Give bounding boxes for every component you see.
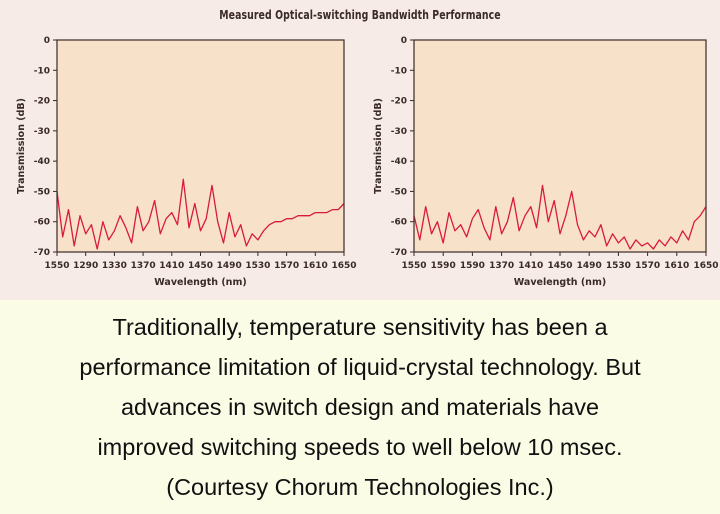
y-axis-label: Transmission (dB) xyxy=(373,98,384,194)
x-tick-label: 1450 xyxy=(547,261,572,271)
x-tick-label: 1650 xyxy=(693,261,718,271)
x-tick-label: 1490 xyxy=(217,261,242,271)
x-tick-label: 1570 xyxy=(635,261,660,271)
x-tick-label: 1530 xyxy=(606,261,631,271)
y-tick-label: -30 xyxy=(391,127,407,137)
y-tick-label: -20 xyxy=(34,97,50,107)
x-tick-label: 1570 xyxy=(274,261,299,271)
y-tick-label: -50 xyxy=(391,187,407,197)
y-tick-label: -70 xyxy=(391,248,407,258)
x-tick-label: 1590 xyxy=(460,261,485,271)
x-axis-label: Wavelength (nm) xyxy=(514,277,606,288)
x-tick-label: 1530 xyxy=(245,261,270,271)
plot-area xyxy=(414,40,706,252)
x-tick-label: 1370 xyxy=(489,261,514,271)
y-tick-label: -10 xyxy=(391,66,407,76)
y-tick-label: -50 xyxy=(34,187,50,197)
x-tick-label: 1370 xyxy=(131,261,156,271)
right-chart: 0 -10 -20 -30 -40 -50 -60 -70 1550 1590 1590 1370 14… xyxy=(373,36,719,288)
caption-line-4: improved switching speeds to well below … xyxy=(97,434,623,460)
figure-title: Measured Optical-switching Bandwidth Per… xyxy=(219,8,501,22)
x-tick-label: 1590 xyxy=(431,261,456,271)
y-axis-label: Transmission (dB) xyxy=(16,98,27,194)
y-tick-label: 0 xyxy=(401,36,407,46)
x-tick-label: 1330 xyxy=(102,261,127,271)
caption-line-3: advances in switch design and materials … xyxy=(120,394,600,420)
x-tick-label: 1610 xyxy=(303,261,328,271)
x-tick-label: 1650 xyxy=(331,261,356,271)
y-tick-label: -60 xyxy=(391,218,407,228)
y-tick-label: 0 xyxy=(44,36,50,46)
x-tick-label: 1410 xyxy=(159,261,184,271)
y-tick-label: -40 xyxy=(34,157,50,167)
y-tick-label: -70 xyxy=(34,248,50,258)
x-tick-label: 1450 xyxy=(188,261,213,271)
x-tick-label: 1410 xyxy=(518,261,543,271)
y-tick-label: -40 xyxy=(391,157,407,167)
x-tick-label: 1610 xyxy=(664,261,689,271)
x-tick-label: 1550 xyxy=(44,261,69,271)
caption-line-2: performance limitation of liquid-crystal… xyxy=(79,354,641,380)
y-tick-label: -20 xyxy=(391,97,407,107)
series-line xyxy=(413,184,707,250)
caption-panel: Traditionally, temperature sensitivity h… xyxy=(0,300,720,514)
x-tick-label: 1490 xyxy=(577,261,602,271)
y-tick-label: -60 xyxy=(34,218,50,228)
x-tick-label: 1550 xyxy=(401,261,426,271)
y-tick-label: -30 xyxy=(34,127,50,137)
y-tick-label: -10 xyxy=(34,66,50,76)
plot-frame xyxy=(56,39,345,253)
plot-frame xyxy=(413,39,707,253)
x-axis-label: Wavelength (nm) xyxy=(154,277,246,288)
series-line xyxy=(56,178,345,250)
caption-line-5: (Courtesy Chorum Technologies Inc.) xyxy=(166,474,554,500)
x-tick-label: 1290 xyxy=(73,261,98,271)
caption-line-1: Traditionally, temperature sensitivity h… xyxy=(112,314,608,340)
figure-panel: Measured Optical-switching Bandwidth Per… xyxy=(0,0,720,300)
plot-area xyxy=(57,40,344,252)
